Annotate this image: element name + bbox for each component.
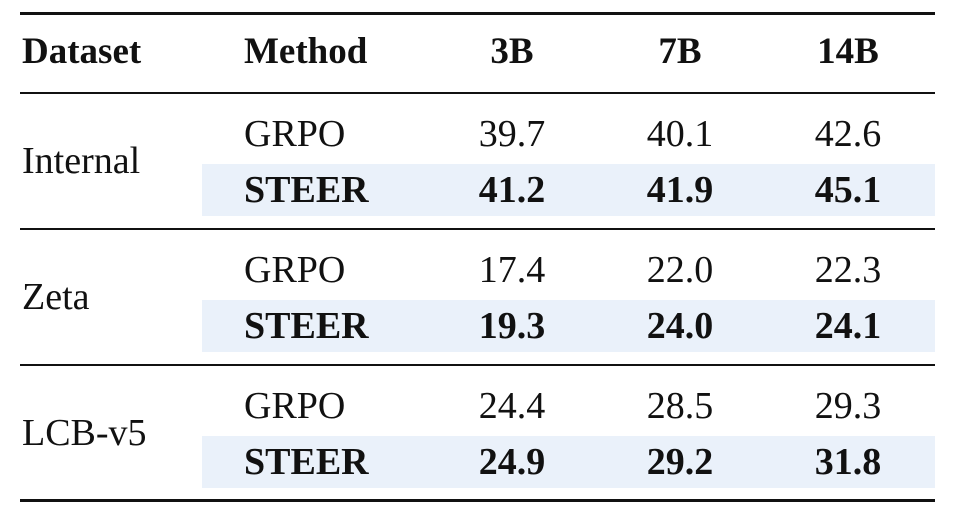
value-cell: 24.4 — [478, 385, 546, 427]
header-rule — [20, 92, 935, 94]
value-cell: 22.3 — [814, 249, 882, 291]
value-cell: 45.1 — [814, 169, 882, 211]
value-cell: 24.0 — [646, 305, 714, 347]
dataset-label: Internal — [22, 140, 141, 182]
header-col-14b: 14B — [817, 31, 879, 72]
group-divider — [20, 364, 935, 366]
value-cell: 42.6 — [814, 113, 882, 155]
value-cell: 31.8 — [814, 441, 882, 483]
value-cell: 24.9 — [478, 441, 546, 483]
value-cell: 41.9 — [646, 169, 714, 211]
highlight-band — [202, 164, 935, 216]
value-cell: 29.3 — [814, 385, 882, 427]
value-cell: 41.2 — [478, 169, 546, 211]
value-cell: 24.1 — [814, 305, 882, 347]
value-cell: 17.4 — [478, 249, 546, 291]
highlight-band — [202, 436, 935, 488]
value-cell: 29.2 — [646, 441, 714, 483]
group-divider — [20, 228, 935, 230]
value-cell: 22.0 — [646, 249, 714, 291]
method-label: STEER — [244, 441, 369, 483]
results-table: Dataset Method 3B 7B 14B Internal GRPO 3… — [20, 12, 935, 502]
value-cell: 28.5 — [646, 385, 714, 427]
method-label: STEER — [244, 169, 369, 211]
dataset-label: LCB-v5 — [22, 412, 147, 454]
header-method: Method — [244, 31, 368, 72]
bottom-rule — [20, 499, 935, 502]
method-label: GRPO — [244, 249, 346, 291]
value-cell: 39.7 — [478, 113, 546, 155]
value-cell: 40.1 — [646, 113, 714, 155]
value-cell: 19.3 — [478, 305, 546, 347]
method-label: STEER — [244, 305, 369, 347]
top-rule — [20, 12, 935, 15]
method-label: GRPO — [244, 385, 346, 427]
header-col-3b: 3B — [490, 31, 534, 72]
header-dataset: Dataset — [22, 31, 142, 72]
highlight-band — [202, 300, 935, 352]
method-label: GRPO — [244, 113, 346, 155]
dataset-label: Zeta — [22, 276, 90, 318]
header-col-7b: 7B — [658, 31, 702, 72]
